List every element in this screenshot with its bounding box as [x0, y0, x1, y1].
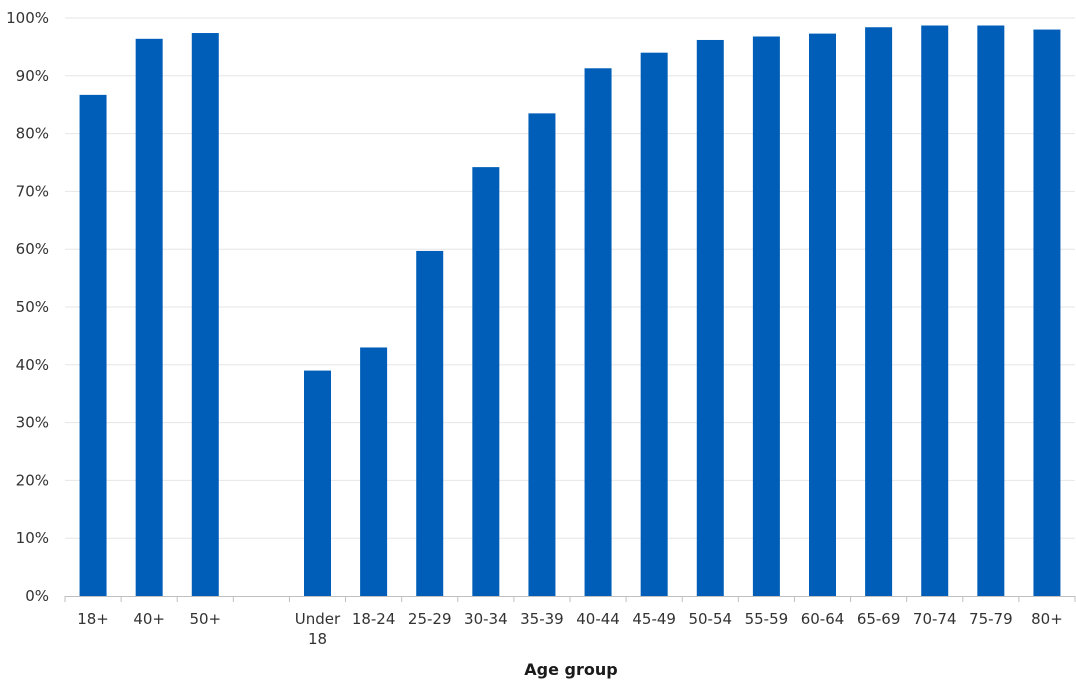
y-tick-label: 50% — [16, 298, 49, 316]
bar-series — [79, 25, 1061, 597]
bar — [977, 25, 1005, 597]
x-tick-label: 50+ — [189, 610, 221, 628]
bar — [640, 52, 668, 597]
x-tick-label: 40-44 — [576, 610, 620, 628]
y-tick-label: 30% — [16, 414, 49, 432]
x-tick-label: 25-29 — [408, 610, 452, 628]
x-axis-tick-marks — [64, 596, 1076, 602]
bar — [79, 94, 107, 597]
y-tick-label: 90% — [16, 67, 49, 85]
bar — [191, 33, 219, 596]
x-tick-label: 75-79 — [969, 610, 1013, 628]
grid-lines — [65, 17, 1075, 539]
bar — [584, 68, 612, 596]
bar — [416, 250, 444, 596]
x-tick-label: Under — [295, 610, 341, 628]
y-tick-label: 80% — [16, 125, 49, 143]
y-tick-label: 60% — [16, 240, 49, 258]
x-tick-label: 65-69 — [857, 610, 901, 628]
bar — [865, 27, 893, 597]
bar — [472, 167, 500, 596]
bar — [921, 25, 949, 597]
x-tick-label: 80+ — [1031, 610, 1063, 628]
bar — [304, 370, 331, 596]
bar — [696, 39, 724, 597]
bar — [1033, 29, 1061, 597]
y-tick-label: 10% — [16, 529, 49, 547]
x-tick-label: 40+ — [133, 610, 165, 628]
x-tick-label: 55-59 — [745, 610, 789, 628]
x-tick-label: 45-49 — [632, 610, 676, 628]
y-axis-tick-labels: 0% 10% 20% 30% 40% 50% 60% 70% 80% 90% 100% — [6, 9, 49, 605]
y-tick-label: 20% — [16, 471, 49, 489]
x-tick-label: 30-34 — [464, 610, 508, 628]
bar — [135, 38, 163, 597]
x-tick-label: 70-74 — [913, 610, 957, 628]
x-tick-label: 60-64 — [801, 610, 845, 628]
x-tick-label: 18-24 — [352, 610, 396, 628]
bar — [809, 33, 836, 596]
x-axis-tick-labels: 18+ 40+ 50+ Under 18 18-24 25-29 30-34 35-39 40-4… — [77, 610, 1063, 648]
y-tick-label: 70% — [16, 182, 49, 200]
bar — [752, 36, 780, 597]
y-tick-label: 40% — [16, 356, 49, 374]
bar — [360, 347, 388, 596]
x-axis-title: Age group — [524, 660, 617, 679]
x-tick-label: 50-54 — [688, 610, 732, 628]
x-tick-label: 18 — [308, 630, 327, 648]
y-tick-label: 100% — [6, 9, 49, 27]
x-tick-label: 18+ — [77, 610, 109, 628]
y-tick-label: 0% — [25, 587, 49, 605]
x-tick-label: 35-39 — [520, 610, 564, 628]
bar — [528, 113, 556, 597]
